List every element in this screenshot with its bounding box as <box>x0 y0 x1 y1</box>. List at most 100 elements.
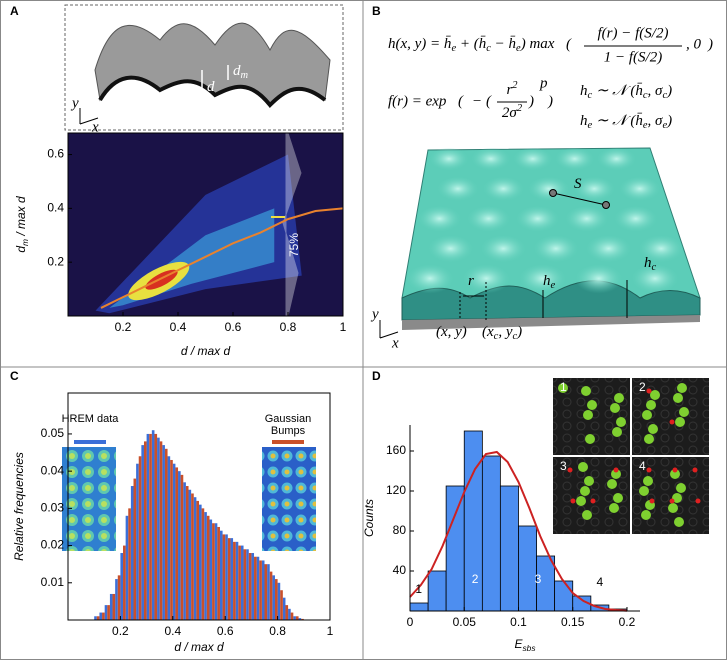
bar <box>191 493 194 620</box>
label: , 0 <box>686 36 702 52</box>
bar <box>298 618 302 620</box>
label: he <box>543 273 556 291</box>
label: he ∼ 𝒩 (h̄e, σe) <box>580 113 672 131</box>
bar <box>185 486 189 620</box>
bump <box>631 265 680 295</box>
text-segment: c <box>643 90 648 101</box>
text-segment: c <box>486 43 491 54</box>
label: x <box>391 335 399 351</box>
bar <box>288 608 291 620</box>
bump <box>466 206 511 234</box>
text-segment: c <box>588 90 593 101</box>
density-region <box>95 154 302 314</box>
legend-label: HREM data <box>61 413 119 425</box>
x-tick-label: 0 <box>407 615 414 629</box>
bar <box>107 605 110 620</box>
y-tick-label: 0.6 <box>47 147 64 161</box>
bar <box>409 602 429 612</box>
green-site <box>677 383 687 393</box>
text-segment: ) max <box>520 36 555 52</box>
green-site <box>609 503 619 513</box>
y-tick-label: 0.03 <box>41 501 65 515</box>
y-tick-label: 40 <box>393 563 407 577</box>
bar <box>219 530 223 620</box>
text-segment: e <box>588 120 593 131</box>
label: ( <box>566 36 572 52</box>
bar <box>130 486 134 620</box>
panel-label: C <box>10 369 19 383</box>
bar <box>149 433 152 620</box>
label: p <box>539 75 548 91</box>
x-tick-label: 0.8 <box>280 320 297 334</box>
bar-label: 1 <box>415 582 422 596</box>
red-site <box>695 498 701 504</box>
bump <box>436 177 479 203</box>
label: (xc, yc) <box>482 324 522 342</box>
bar <box>217 526 220 620</box>
x-tick-label: 1 <box>327 624 334 638</box>
bump <box>585 235 632 265</box>
label: hc ∼ 𝒩 (h̄c, σc) <box>580 83 672 101</box>
red-site <box>669 498 675 504</box>
text-segment: e <box>551 280 556 291</box>
label: ) <box>547 93 553 109</box>
bar <box>251 553 255 620</box>
text-segment: c <box>652 262 657 273</box>
red-site <box>613 467 619 473</box>
panel-label: D <box>372 369 381 383</box>
text-segment: , y <box>498 324 513 340</box>
y-tick-label: 0.01 <box>41 575 65 589</box>
bump-center <box>549 189 557 197</box>
label: dm <box>233 63 249 81</box>
green-site <box>650 390 660 400</box>
bar <box>233 541 236 620</box>
y-tick-label: 0.02 <box>41 538 65 552</box>
bar <box>146 433 150 620</box>
text-segment: ) <box>516 324 522 340</box>
text-segment: ∼ 𝒩 (h̄ <box>592 113 643 129</box>
inset-frame <box>64 4 344 131</box>
y-tick-label: 0.2 <box>47 254 64 268</box>
green-site <box>676 483 686 493</box>
x-tick-label: 0.2 <box>115 320 132 334</box>
inset-label: 2 <box>639 380 646 394</box>
plot-frame <box>67 132 344 317</box>
text-segment: , σ <box>648 113 664 129</box>
red-site <box>646 388 652 394</box>
bump <box>427 235 474 265</box>
green-site <box>581 386 591 396</box>
green-site <box>675 417 685 427</box>
text-segment: ) <box>666 113 672 129</box>
bar <box>104 605 108 620</box>
bar <box>151 430 155 620</box>
x-tick-label: 0.6 <box>225 320 242 334</box>
label: (x, y) <box>436 324 467 340</box>
plot-frame <box>67 392 331 621</box>
bar <box>209 519 213 620</box>
green-site <box>646 400 656 410</box>
bump <box>428 148 469 172</box>
bump <box>480 235 527 265</box>
bar <box>293 616 296 620</box>
text-segment: m <box>241 70 249 81</box>
axes-glyph <box>79 108 99 125</box>
x-tick-label: 0.4 <box>170 320 187 334</box>
green-site <box>643 476 653 486</box>
bar <box>196 500 199 620</box>
bar <box>112 593 116 620</box>
red-site <box>570 498 576 504</box>
panel-label: B <box>372 4 381 18</box>
red-site <box>672 467 678 473</box>
bump <box>564 206 609 234</box>
text-segment: (x, y) <box>436 324 467 340</box>
bump <box>554 148 595 172</box>
bar <box>96 616 100 620</box>
bar <box>290 612 294 620</box>
x-tick-label: 1 <box>340 320 347 334</box>
label: r <box>468 273 474 289</box>
text-segment: c <box>513 331 518 342</box>
text-segment: 2σ <box>502 105 518 121</box>
bar <box>115 579 118 620</box>
red-site <box>646 467 652 473</box>
